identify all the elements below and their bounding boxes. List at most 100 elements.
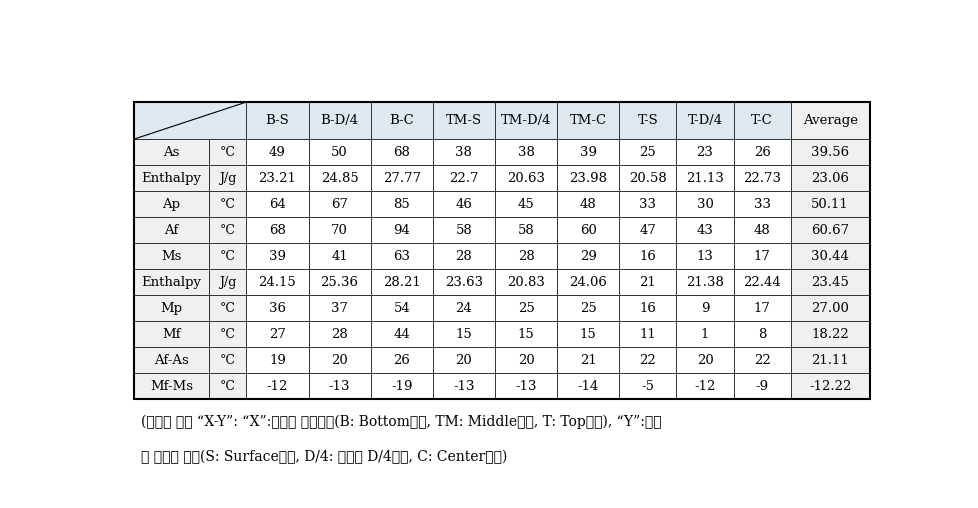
Text: 21.13: 21.13	[686, 172, 724, 185]
Text: 85: 85	[393, 198, 410, 211]
Bar	[556, 321, 619, 347]
Text: 23.63: 23.63	[444, 276, 482, 289]
Bar	[308, 102, 371, 139]
Bar	[246, 102, 308, 139]
Text: 20.58: 20.58	[629, 172, 666, 185]
Text: 24.06: 24.06	[569, 276, 606, 289]
Bar	[371, 295, 432, 321]
Text: 25: 25	[517, 302, 534, 315]
Text: Mf-Ms: Mf-Ms	[150, 380, 193, 393]
Text: 94: 94	[393, 224, 410, 237]
Text: 20.63: 20.63	[507, 172, 545, 185]
Bar	[246, 191, 308, 217]
Text: 30: 30	[696, 198, 713, 211]
Bar	[134, 321, 209, 347]
Text: 63: 63	[393, 250, 410, 263]
Text: 50.11: 50.11	[811, 198, 848, 211]
Bar	[371, 243, 432, 269]
Bar	[619, 139, 676, 165]
Text: 38: 38	[517, 146, 534, 158]
Bar	[556, 191, 619, 217]
Text: 13: 13	[696, 250, 713, 263]
Bar	[619, 373, 676, 399]
Text: °C: °C	[220, 380, 236, 393]
Text: 18.22: 18.22	[811, 328, 848, 341]
Text: 22: 22	[753, 354, 770, 367]
Bar	[556, 102, 619, 139]
Text: 45: 45	[517, 198, 534, 211]
Bar	[676, 321, 733, 347]
Bar	[134, 269, 209, 295]
Bar	[246, 269, 308, 295]
Text: 21: 21	[579, 354, 596, 367]
Bar	[209, 139, 246, 165]
Bar	[733, 347, 790, 373]
Text: 39.56: 39.56	[811, 146, 849, 158]
Bar	[495, 139, 556, 165]
Bar	[209, 217, 246, 243]
Bar	[556, 243, 619, 269]
Bar	[432, 321, 495, 347]
Bar	[134, 347, 209, 373]
Bar	[556, 269, 619, 295]
Text: °C: °C	[220, 198, 236, 211]
Bar	[209, 165, 246, 191]
Text: 25: 25	[579, 302, 596, 315]
Text: °C: °C	[220, 146, 236, 158]
Bar	[371, 269, 432, 295]
Text: Enthalpy: Enthalpy	[142, 276, 201, 289]
Bar	[676, 165, 733, 191]
Bar	[432, 243, 495, 269]
Text: 22.73: 22.73	[742, 172, 780, 185]
Text: 11: 11	[639, 328, 655, 341]
Text: -13: -13	[453, 380, 474, 393]
Bar	[790, 373, 868, 399]
Bar	[432, 191, 495, 217]
Text: B-C: B-C	[389, 114, 414, 127]
Bar	[619, 217, 676, 243]
Text: °C: °C	[220, 224, 236, 237]
Text: B-S: B-S	[265, 114, 289, 127]
Bar	[676, 269, 733, 295]
Bar	[790, 347, 868, 373]
Text: 70: 70	[331, 224, 347, 237]
Bar	[209, 295, 246, 321]
Bar	[371, 373, 432, 399]
Bar	[676, 243, 733, 269]
Text: 33: 33	[639, 198, 656, 211]
Bar	[432, 165, 495, 191]
Bar	[308, 217, 371, 243]
Text: -12: -12	[693, 380, 715, 393]
Text: TM-D/4: TM-D/4	[501, 114, 551, 127]
Text: 36: 36	[269, 302, 286, 315]
Bar	[733, 191, 790, 217]
Text: TM-C: TM-C	[569, 114, 606, 127]
Bar	[134, 165, 209, 191]
Text: 29: 29	[579, 250, 597, 263]
Text: 24: 24	[455, 302, 471, 315]
Text: 41: 41	[331, 250, 347, 263]
Bar	[676, 295, 733, 321]
Text: T-S: T-S	[637, 114, 657, 127]
Text: -12.22: -12.22	[808, 380, 851, 393]
Bar	[134, 217, 209, 243]
Bar	[495, 102, 556, 139]
Bar	[308, 139, 371, 165]
Bar	[432, 269, 495, 295]
Bar	[308, 191, 371, 217]
Bar	[246, 217, 308, 243]
Text: 15: 15	[455, 328, 471, 341]
Text: J/g: J/g	[219, 276, 237, 289]
Text: 23: 23	[696, 146, 713, 158]
Text: 15: 15	[579, 328, 596, 341]
Text: Ms: Ms	[161, 250, 182, 263]
Bar	[733, 373, 790, 399]
Text: 20: 20	[455, 354, 471, 367]
Text: 46: 46	[455, 198, 472, 211]
Bar	[432, 347, 495, 373]
Bar	[209, 347, 246, 373]
Bar	[308, 373, 371, 399]
Bar	[432, 373, 495, 399]
Text: B-D/4: B-D/4	[320, 114, 358, 127]
Text: 60: 60	[579, 224, 597, 237]
